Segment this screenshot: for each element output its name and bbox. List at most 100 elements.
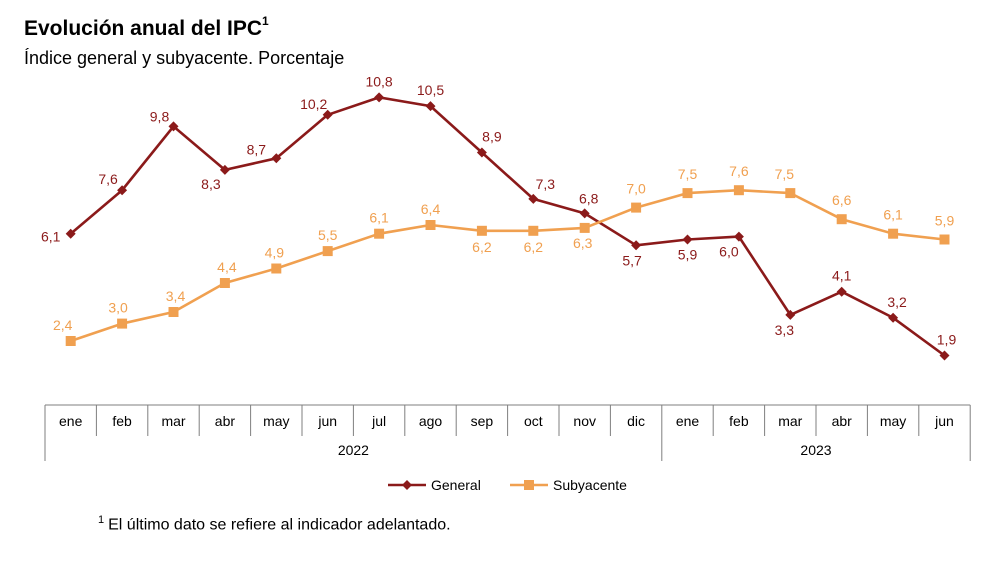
data-label-general: 8,3 [201,176,221,192]
data-point-subyacente [785,188,796,199]
data-point-subyacente [219,278,230,288]
data-point-general [271,153,282,164]
data-label-subyacente: 6,4 [421,201,441,217]
data-point-subyacente [168,307,179,317]
data-point-general [219,164,230,175]
data-point-general [682,234,693,245]
year-label: 2023 [800,442,831,458]
data-point-subyacente [117,318,128,329]
data-point-general [631,240,642,251]
data-label-subyacente: 4,9 [265,245,285,261]
chart-title: Evolución anual del IPC1 [24,14,269,40]
data-point-general [322,109,333,120]
data-label-subyacente: 6,6 [832,192,852,208]
legend-marker-general [402,480,412,490]
data-label-general: 5,7 [622,252,642,268]
data-label-subyacente: 2,4 [53,317,73,333]
x-tick-label: mar [161,413,185,429]
footnote: 1 El último dato se refiere al indicador … [98,514,451,534]
x-tick-label: ago [419,413,443,429]
data-label-general: 7,3 [536,176,556,192]
data-point-general [65,228,76,239]
data-point-subyacente [476,225,487,236]
data-label-general: 7,6 [98,171,118,187]
x-tick-label: abr [832,413,853,429]
x-tick-label: feb [112,413,132,429]
data-label-general: 3,3 [775,322,795,338]
year-label: 2022 [338,442,369,458]
data-label-subyacente: 6,1 [883,207,903,223]
x-tick-label: may [263,413,289,429]
data-point-general [579,208,590,219]
data-label-subyacente: 5,5 [318,227,338,243]
data-point-subyacente [836,214,847,225]
data-label-general: 6,1 [41,229,61,245]
data-point-general [733,231,744,242]
data-point-subyacente [733,185,744,196]
x-tick-label: abr [215,413,236,429]
data-label-subyacente: 6,3 [573,235,593,251]
data-point-general [888,312,899,323]
data-label-subyacente: 6,2 [472,239,492,255]
data-label-general: 3,2 [887,294,907,310]
data-point-general [836,286,847,297]
chart-subtitle: Índice general y subyacente. Porcentaje [24,48,345,68]
x-tick-label: ene [676,413,700,429]
data-point-general [425,101,436,112]
data-point-subyacente [528,225,539,236]
data-label-subyacente: 7,6 [729,163,749,179]
legend-label: Subyacente [553,477,627,493]
legend-marker-subyacente [524,480,534,490]
x-tick-label: mar [778,413,802,429]
data-label-general: 6,0 [719,244,739,260]
data-label-general: 8,9 [482,129,502,145]
data-label-subyacente: 6,1 [369,210,389,226]
data-point-subyacente [271,263,282,274]
data-label-subyacente: 7,5 [678,166,698,182]
data-point-subyacente [425,220,436,230]
data-point-general [528,193,539,204]
data-point-subyacente [939,234,950,245]
data-point-subyacente [374,228,385,239]
data-label-general: 10,2 [300,96,327,112]
data-point-general [168,121,179,132]
data-label-subyacente: 4,4 [217,259,237,275]
data-point-subyacente [65,336,76,346]
data-point-subyacente [888,228,899,239]
data-label-general: 10,8 [365,73,392,89]
data-label-subyacente: 7,5 [775,166,795,182]
data-label-general: 5,9 [678,247,698,263]
data-label-subyacente: 7,0 [626,181,646,197]
data-point-subyacente [631,202,642,213]
data-label-general: 1,9 [937,332,957,348]
data-point-general [476,147,487,158]
data-label-general: 8,7 [247,141,267,157]
data-point-general [785,309,796,320]
x-tick-label: ene [59,413,83,429]
x-tick-label: jun [317,413,337,429]
x-tick-label: may [880,413,906,429]
data-label-general: 10,5 [417,82,444,98]
x-tick-label: feb [729,413,749,429]
data-label-subyacente: 3,4 [166,288,186,304]
data-label-subyacente: 6,2 [524,239,544,255]
series-subyacente-line [70,188,945,343]
x-tick-label: jul [371,413,386,429]
x-tick-label: sep [471,413,494,429]
x-tick-label: oct [524,413,543,429]
x-tick-label: dic [627,413,645,429]
data-point-subyacente [322,246,333,257]
legend-label: General [431,477,481,493]
x-tick-label: nov [573,413,596,429]
data-point-general [117,185,128,196]
data-point-general [939,350,950,361]
data-point-subyacente [579,222,590,233]
data-label-general: 4,1 [832,268,852,284]
data-point-general [374,92,385,103]
data-label-general: 6,8 [579,190,599,206]
data-label-general: 9,8 [150,108,170,124]
series-general-line [69,96,946,357]
x-tick-label: jun [934,413,954,429]
data-label-subyacente: 5,9 [935,213,955,229]
